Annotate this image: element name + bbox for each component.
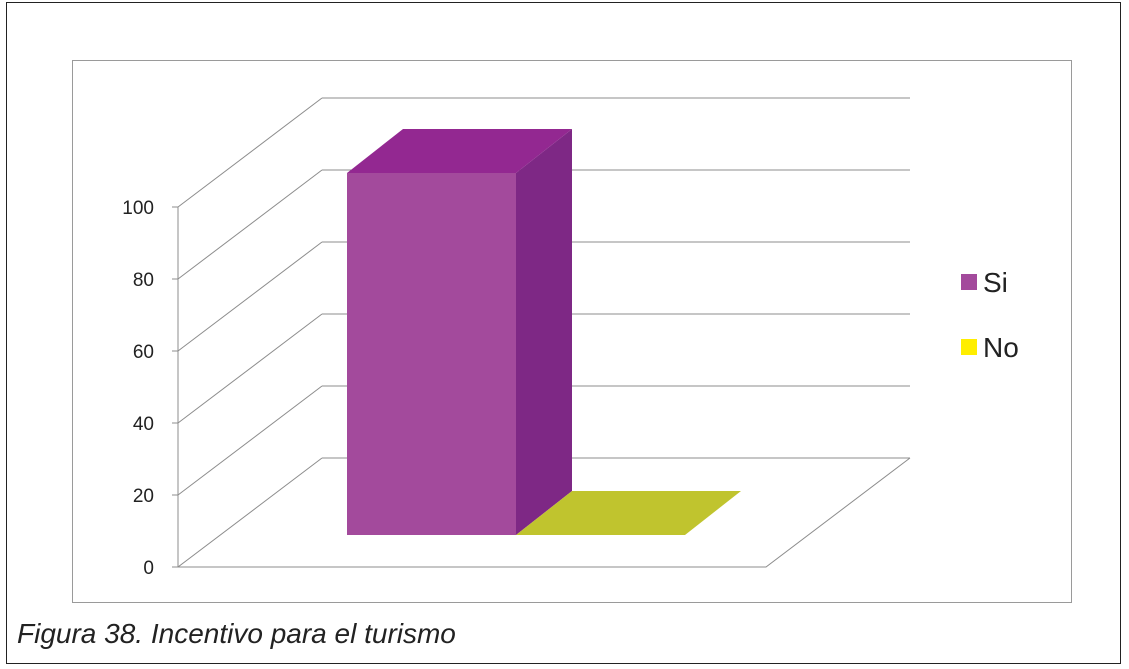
floor-outline — [176, 457, 911, 568]
figure-caption: Figura 38. Incentivo para el turismo — [17, 618, 456, 649]
gridline-side-80 — [177, 169, 323, 280]
legend-label-si: Si — [983, 267, 1008, 298]
bar-top-si — [347, 129, 572, 173]
bar-front-si — [347, 173, 516, 535]
figure-frame — [6, 2, 1121, 664]
bar-side-si — [516, 129, 572, 535]
y-tick-label-20: 20 — [133, 486, 154, 507]
y-tick-label-60: 60 — [133, 342, 154, 363]
gridline-side-20 — [177, 385, 323, 496]
gridline-side-40 — [177, 313, 323, 424]
y-tick-label-100: 100 — [122, 198, 154, 219]
y-tick-label-40: 40 — [133, 414, 154, 435]
legend-label-no: No — [983, 332, 1019, 363]
gridline-side-60 — [177, 241, 323, 352]
y-tick-label-0: 0 — [143, 558, 154, 579]
gridline-side-100 — [177, 97, 323, 208]
bar-top-no — [516, 491, 741, 535]
y-tick-label-80: 80 — [133, 270, 154, 291]
legend-swatch-si — [961, 274, 977, 290]
legend-swatch-no — [961, 339, 977, 355]
